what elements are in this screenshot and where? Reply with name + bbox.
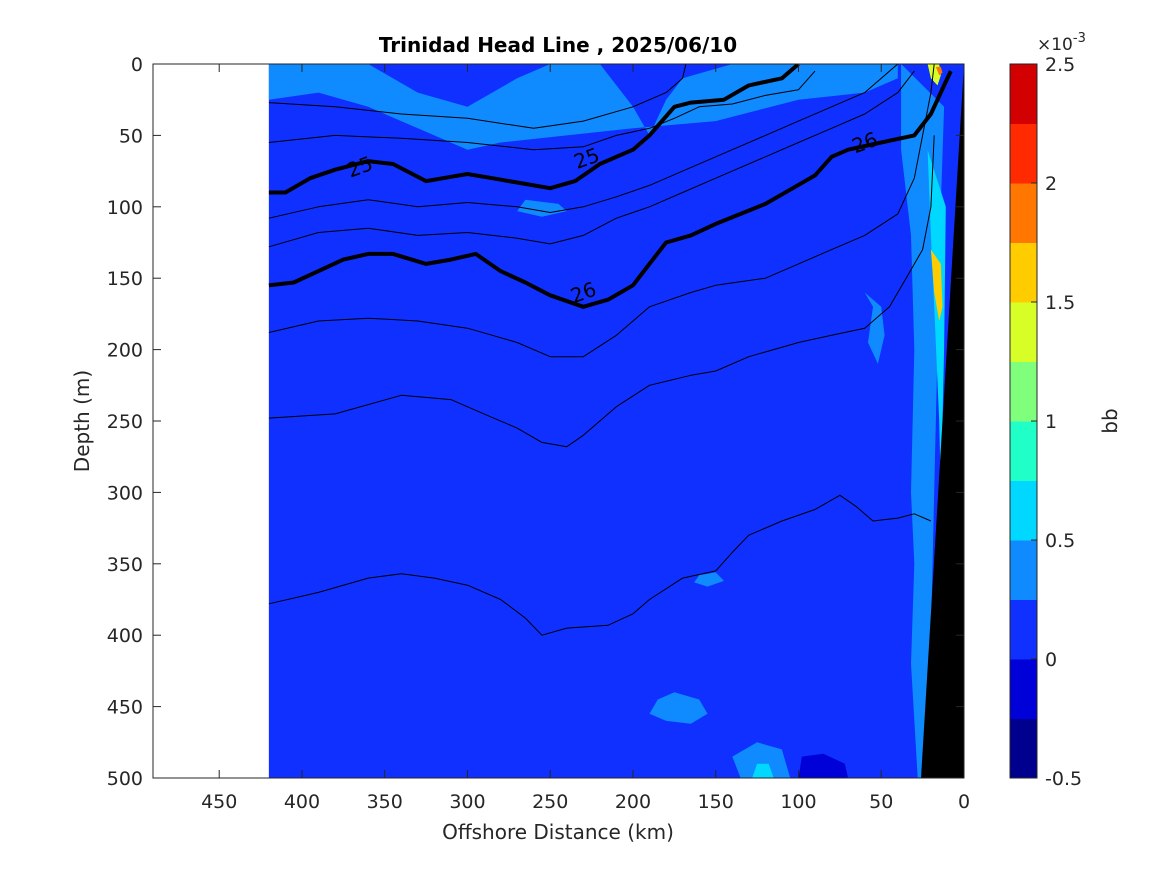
colorbar-segment-7 — [1010, 302, 1037, 362]
field-patch-0 — [268, 64, 898, 150]
colorbar-exponent: ×10-3 — [1037, 31, 1086, 55]
contour-line-1 — [268, 70, 816, 151]
colorbar-segment-0 — [1010, 718, 1037, 779]
x-tick-label-0: 450 — [201, 791, 237, 813]
x-tick-label-5: 200 — [615, 791, 651, 813]
y-tick-label-8: 400 — [107, 625, 143, 647]
colorbar-label: bb — [1098, 408, 1122, 433]
y-tick-label-7: 350 — [107, 554, 143, 576]
x-axis-ticks: 450 400 350 300 250 200 150 100 50 0 — [201, 64, 970, 813]
x-tick-label-9: 0 — [958, 791, 970, 813]
y-tick-label-0: 0 — [131, 54, 143, 76]
x-tick-label-3: 300 — [449, 791, 485, 813]
colorbar-tick-label-0: -0.5 — [1045, 768, 1082, 790]
bb-field — [268, 64, 964, 778]
colorbar — [1010, 64, 1037, 779]
colorbar-segment-6 — [1010, 361, 1037, 422]
y-tick-label-4: 200 — [107, 340, 143, 362]
colorbar-segment-5 — [1010, 421, 1037, 481]
field-patch-3 — [694, 572, 724, 587]
contour-line-3 — [268, 64, 899, 219]
colorbar-tick-label-3: 1 — [1045, 411, 1057, 433]
y-tick-label-2: 100 — [107, 197, 143, 219]
colorbar-segment-9 — [1010, 183, 1037, 243]
colorbar-segment-1 — [1010, 659, 1037, 719]
field-patch-10 — [930, 249, 943, 321]
contour-line-4 — [268, 70, 915, 248]
y-tick-label-9: 450 — [107, 697, 143, 719]
contour-line-7 — [268, 135, 935, 448]
colorbar-tick-label-4: 1.5 — [1045, 292, 1075, 314]
colorbar-segment-2 — [1010, 599, 1037, 660]
y-tick-label-6: 300 — [107, 482, 143, 504]
colorbar-tick-label-5: 2 — [1045, 173, 1057, 195]
colorbar-segment-4 — [1010, 480, 1037, 541]
field-patch-4 — [649, 692, 708, 724]
field-patch-2 — [864, 292, 885, 364]
field-patch-6 — [752, 763, 774, 778]
field-patch-12 — [935, 66, 943, 76]
y-tick-label-1: 50 — [119, 125, 143, 147]
y-tick-label-10: 500 — [107, 768, 143, 790]
colorbar-segment-3 — [1010, 540, 1037, 600]
chart-title: Trinidad Head Line , 2025/06/10 — [379, 33, 737, 57]
colorbar-ticks: -0.5 0 0.5 1 1.5 2 2.5 — [1031, 54, 1082, 790]
contour-line-6 — [268, 64, 935, 358]
y-tick-label-3: 150 — [107, 268, 143, 290]
contour-line-8 — [268, 494, 932, 636]
contour-line-0 — [268, 64, 687, 129]
field-background — [268, 64, 964, 778]
x-tick-label-7: 100 — [780, 791, 816, 813]
y-tick-label-5: 250 — [107, 411, 143, 433]
x-axis-label: Offshore Distance (km) — [442, 820, 674, 844]
colorbar-segment-11 — [1010, 64, 1037, 124]
field-patch-1 — [517, 199, 567, 217]
field-patch-7 — [798, 753, 849, 778]
x-tick-label-8: 50 — [869, 791, 893, 813]
y-axis-ticks: 0 50 100 150 200 250 300 350 400 450 500 — [107, 54, 964, 790]
colorbar-segment-10 — [1010, 123, 1037, 184]
colorbar-tick-label-1: 0 — [1045, 649, 1057, 671]
seafloor-bathymetry — [921, 64, 964, 778]
colorbar-tick-label-2: 0.5 — [1045, 530, 1075, 552]
field-patch-5 — [732, 742, 791, 778]
x-tick-label-4: 250 — [532, 791, 568, 813]
contour-line-2 — [268, 64, 800, 195]
field-patch-9 — [927, 149, 946, 493]
colorbar-tick-label-6: 2.5 — [1045, 54, 1075, 76]
y-axis-label: Depth (m) — [70, 370, 94, 472]
colorbar-segment-8 — [1010, 242, 1037, 303]
contour-line-5 — [268, 70, 953, 309]
x-tick-label-2: 350 — [367, 791, 403, 813]
x-tick-label-1: 400 — [284, 791, 320, 813]
x-tick-label-6: 150 — [698, 791, 734, 813]
